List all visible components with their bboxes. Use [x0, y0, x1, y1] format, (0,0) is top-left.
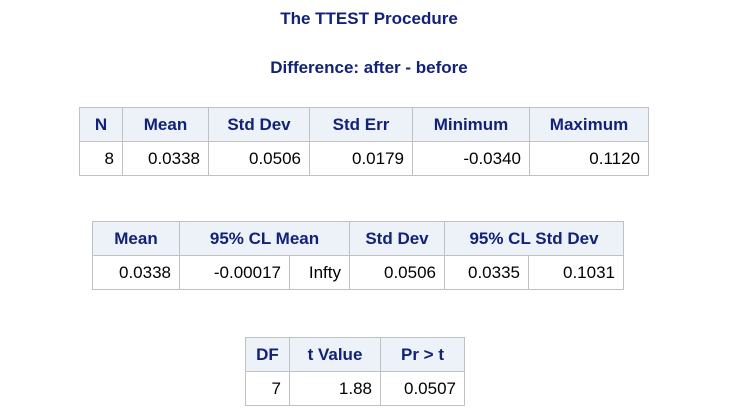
header-mean: Mean	[92, 221, 180, 256]
cell-cl-mean-upper: Infty	[289, 255, 350, 290]
table-row: 0.0338 -0.00017 Infty 0.0506 0.0335 0.10…	[92, 255, 624, 290]
table-row: 8 0.0338 0.0506 0.0179 -0.0340 0.1120	[79, 141, 649, 176]
summary-statistics-table: N Mean Std Dev Std Err Minimum Maximum 8…	[79, 107, 649, 176]
header-n: N	[79, 107, 123, 142]
header-t-value: t Value	[289, 337, 381, 372]
cell-n: 8	[79, 141, 123, 176]
cell-cl-std-dev-upper: 0.1031	[528, 255, 624, 290]
cell-std-dev: 0.0506	[208, 141, 310, 176]
header-p-value: Pr > t	[380, 337, 465, 372]
cell-cl-mean-lower: -0.00017	[179, 255, 290, 290]
header-mean: Mean	[122, 107, 209, 142]
cell-cl-std-dev-lower: 0.0335	[444, 255, 529, 290]
cell-p-value: 0.0507	[380, 371, 465, 406]
header-df: DF	[245, 337, 290, 372]
cell-mean: 0.0338	[92, 255, 180, 290]
header-cl-mean: 95% CL Mean	[179, 221, 350, 256]
header-cl-std-dev: 95% CL Std Dev	[444, 221, 624, 256]
cell-std-err: 0.0179	[309, 141, 413, 176]
confidence-limits-table: Mean 95% CL Mean Std Dev 95% CL Std Dev …	[92, 221, 624, 290]
procedure-title: The TTEST Procedure	[280, 9, 458, 28]
table-row: 7 1.88 0.0507	[245, 371, 465, 406]
header-std-dev: Std Dev	[208, 107, 310, 142]
difference-title: Difference: after - before	[270, 58, 468, 77]
cell-df: 7	[245, 371, 290, 406]
header-std-dev: Std Dev	[349, 221, 445, 256]
table-header-row: Mean 95% CL Mean Std Dev 95% CL Std Dev	[92, 221, 624, 256]
cell-std-dev: 0.0506	[349, 255, 445, 290]
cell-minimum: -0.0340	[412, 141, 530, 176]
cell-mean: 0.0338	[122, 141, 209, 176]
header-std-err: Std Err	[309, 107, 413, 142]
t-test-table: DF t Value Pr > t 7 1.88 0.0507	[245, 337, 465, 406]
cell-t-value: 1.88	[289, 371, 381, 406]
cell-maximum: 0.1120	[529, 141, 649, 176]
header-maximum: Maximum	[529, 107, 649, 142]
table-header-row: DF t Value Pr > t	[245, 337, 465, 372]
header-minimum: Minimum	[412, 107, 530, 142]
table-header-row: N Mean Std Dev Std Err Minimum Maximum	[79, 107, 649, 142]
